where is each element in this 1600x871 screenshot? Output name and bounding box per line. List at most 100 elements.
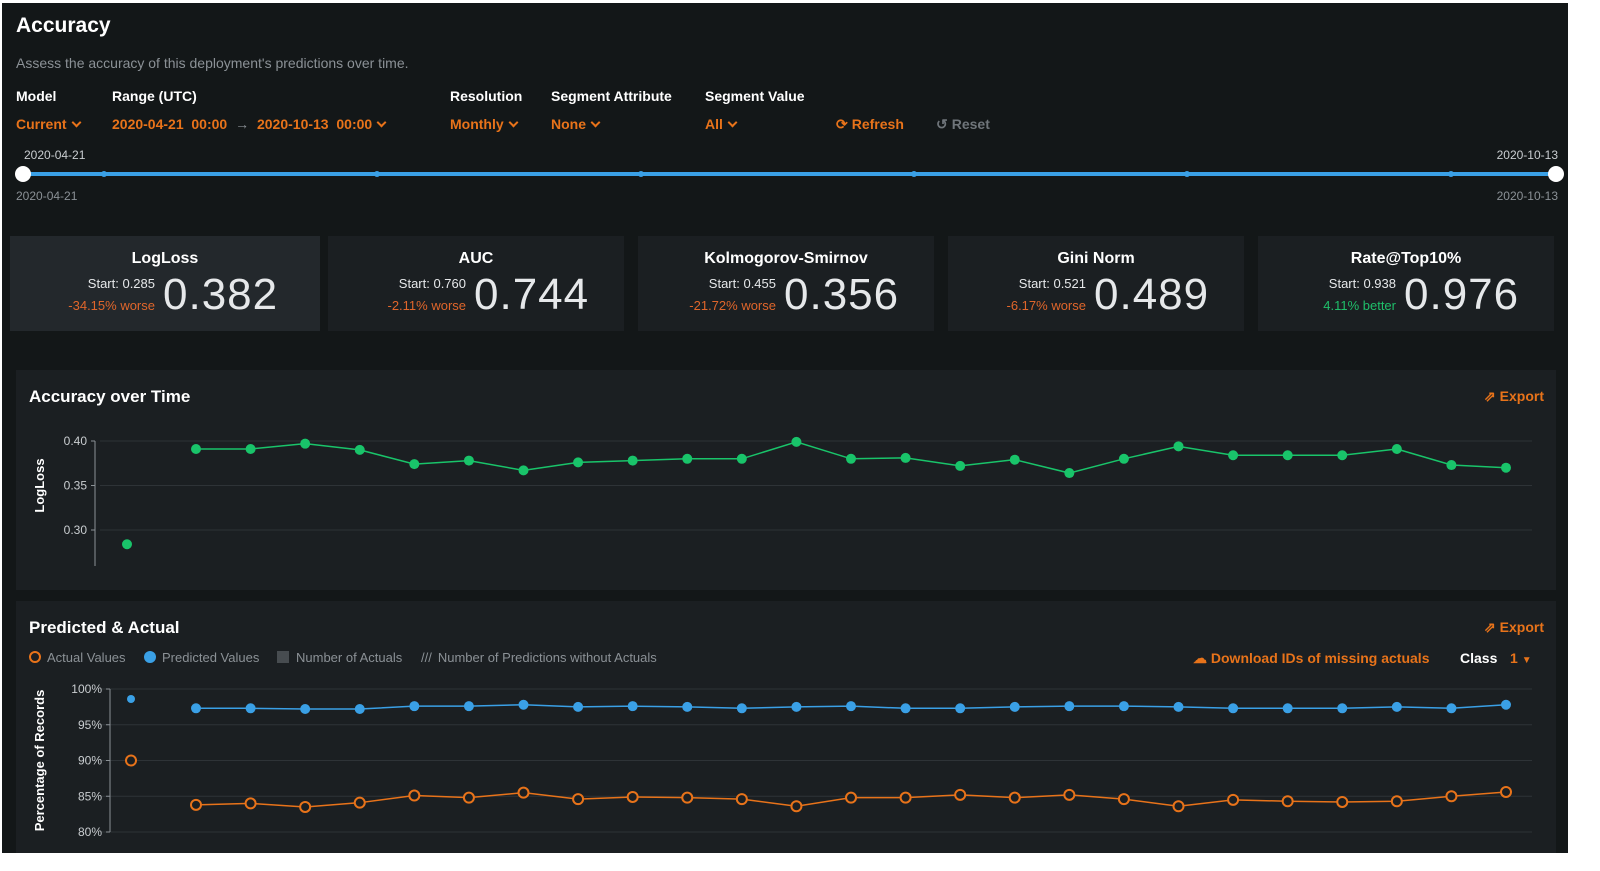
legend-label: Predicted Values xyxy=(162,650,260,665)
data-point-predicted xyxy=(791,701,802,712)
data-point-actual xyxy=(1172,800,1185,813)
data-point-predicted xyxy=(1009,701,1020,712)
segment-value-label: Segment Value xyxy=(705,88,805,104)
metric-card-rate-top10-[interactable]: Rate@Top10% Start: 0.938 4.11% better 0.… xyxy=(1258,236,1554,331)
legend-number-of-actuals[interactable]: Number of Actuals xyxy=(277,650,402,665)
data-point-predicted xyxy=(191,703,201,714)
y-tick-label: 85% xyxy=(78,789,102,803)
page-title: Accuracy xyxy=(16,14,111,37)
chevron-down-icon xyxy=(71,117,82,128)
data-point-logloss xyxy=(518,465,529,476)
range-dropdown[interactable]: 2020-04-21 00:00 → 2020-10-13 00:00 xyxy=(112,116,387,132)
slider-start-handle[interactable] xyxy=(15,166,31,182)
metric-change: -2.11% worse xyxy=(387,298,466,313)
data-point-logloss xyxy=(1118,453,1129,464)
data-point-logloss xyxy=(245,444,256,455)
metric-change: -34.15% worse xyxy=(68,298,155,313)
segment-value-value: All xyxy=(705,116,723,132)
y-tick-label: 100% xyxy=(71,682,102,696)
metric-start: Start: 0.521 xyxy=(1018,276,1086,291)
data-point-logloss xyxy=(409,459,420,470)
class-dropdown[interactable]: 1 ▼ xyxy=(1510,650,1532,666)
data-point-predicted xyxy=(1446,703,1457,714)
metric-card-gini-norm[interactable]: Gini Norm Start: 0.521 -6.17% worse 0.48… xyxy=(948,236,1244,331)
data-point-actual xyxy=(353,796,366,809)
refresh-label: Refresh xyxy=(851,116,904,132)
y-tick-label: 0.40 xyxy=(64,434,88,448)
y-axis-label: LogLoss xyxy=(32,458,47,512)
data-point-predicted xyxy=(1391,701,1402,712)
y-tick-label: 90% xyxy=(78,754,102,768)
y-tick-label: 0.30 xyxy=(64,523,88,537)
data-point-predicted xyxy=(1337,703,1348,714)
legend-predictions-without-actuals[interactable]: /// Number of Predictions without Actuals xyxy=(421,650,657,665)
data-point-predicted xyxy=(682,701,693,712)
data-point-logloss xyxy=(1446,460,1457,471)
data-point-predicted xyxy=(846,701,856,712)
data-point-logloss xyxy=(1064,468,1075,479)
y-tick-label: 0.35 xyxy=(64,479,88,493)
download-missing-actuals-button[interactable]: ☁ Download IDs of missing actuals xyxy=(1193,650,1429,667)
resolution-dropdown[interactable]: Monthly xyxy=(450,116,519,132)
legend-label: Number of Actuals xyxy=(296,650,403,665)
data-point-logloss xyxy=(900,452,911,463)
metric-card-logloss[interactable]: LogLoss Start: 0.285 -34.15% worse 0.382 xyxy=(10,236,320,331)
data-point-logloss xyxy=(191,444,201,455)
metric-name: LogLoss xyxy=(131,250,199,267)
metric-card-auc[interactable]: AUC Start: 0.760 -2.11% worse 0.744 xyxy=(328,236,624,331)
slider-min-label: 2020-04-21 xyxy=(16,189,78,203)
refresh-button[interactable]: ⟳ Refresh xyxy=(836,116,904,133)
range-label: Range (UTC) xyxy=(112,88,197,104)
data-point-actual xyxy=(845,791,857,804)
metric-name: Kolmogorov-Smirnov xyxy=(704,250,868,267)
metric-name: AUC xyxy=(458,250,494,267)
data-point-actual xyxy=(462,791,475,804)
class-label: Class xyxy=(1460,650,1498,666)
data-point-logloss xyxy=(1009,454,1020,465)
square-icon xyxy=(277,651,289,663)
metric-card-kolmogorov-smirnov[interactable]: Kolmogorov-Smirnov Start: 0.455 -21.72% … xyxy=(638,236,934,331)
data-point-logloss xyxy=(1337,450,1348,461)
data-point-actual xyxy=(299,800,312,813)
legend-predicted[interactable]: Predicted Values xyxy=(144,650,259,665)
data-point-actual xyxy=(408,789,421,802)
data-point-predicted xyxy=(354,704,365,715)
hollow-circle-icon xyxy=(29,651,41,663)
slider-tick xyxy=(101,171,107,177)
slider-end-handle[interactable] xyxy=(1548,166,1564,182)
reference-point-predicted xyxy=(127,695,135,704)
metric-value: 0.382 xyxy=(163,270,279,319)
chevron-down-icon xyxy=(727,117,738,128)
metric-start: Start: 0.938 xyxy=(1328,276,1396,291)
metric-value: 0.744 xyxy=(474,270,590,319)
export-button[interactable]: ⇗ Export xyxy=(1484,619,1544,636)
export-button[interactable]: ⇗ Export xyxy=(1484,388,1544,405)
model-dropdown[interactable]: Current xyxy=(16,116,82,132)
panel-title: Accuracy over Time xyxy=(29,387,191,406)
segment-attribute-dropdown[interactable]: None xyxy=(551,116,601,132)
metric-change: -21.72% worse xyxy=(689,298,776,313)
data-point-logloss xyxy=(463,455,474,466)
data-point-predicted xyxy=(1173,701,1184,712)
reset-label: Reset xyxy=(951,116,990,132)
data-point-actual xyxy=(1390,795,1403,808)
slider-end-label: 2020-10-13 xyxy=(1496,148,1558,162)
data-point-actual xyxy=(1281,795,1294,808)
data-point-predicted xyxy=(300,704,311,715)
arrow-right-icon: → xyxy=(235,116,250,132)
segment-value-dropdown[interactable]: All xyxy=(705,116,738,132)
data-point-actual xyxy=(1008,791,1021,804)
data-point-actual xyxy=(1500,785,1512,798)
range-slider-track[interactable] xyxy=(23,172,1556,176)
data-point-actual xyxy=(735,793,748,806)
y-tick-label: 80% xyxy=(78,825,102,839)
segment-attribute-label: Segment Attribute xyxy=(551,88,672,104)
reset-button[interactable]: ↺ Reset xyxy=(936,116,990,133)
data-point-predicted xyxy=(900,703,911,714)
legend-label: Actual Values xyxy=(47,650,126,665)
slider-tick xyxy=(638,171,644,177)
data-point-logloss xyxy=(682,453,693,464)
data-point-predicted xyxy=(1501,699,1511,710)
legend-actual[interactable]: Actual Values xyxy=(29,650,126,665)
data-point-actual xyxy=(954,788,967,801)
